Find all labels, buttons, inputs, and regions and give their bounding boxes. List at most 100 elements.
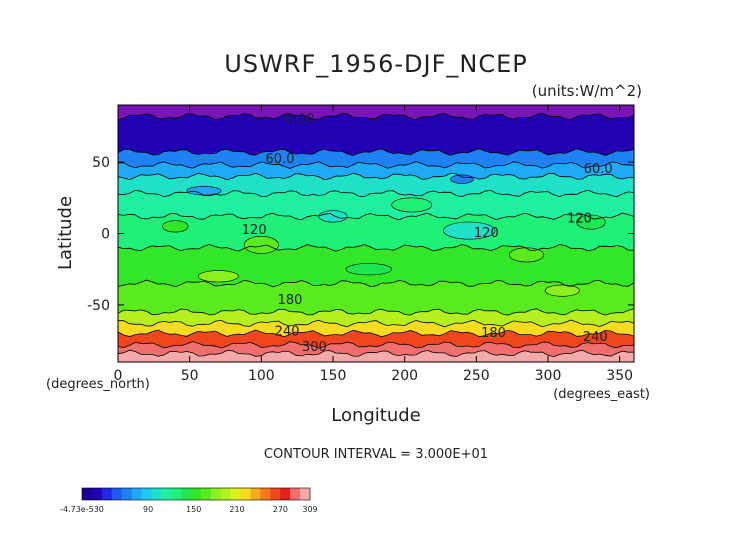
contour-label: 0.00	[286, 112, 315, 127]
contour-label: 60.0	[266, 152, 295, 167]
heatmap-band	[118, 213, 634, 251]
x-axis: 0 50 100 150 200 250 300 350	[114, 105, 633, 384]
x-tick-label: 100	[248, 368, 275, 384]
x-tick-label: 150	[320, 368, 347, 384]
colorbar-tick-label: 90	[143, 505, 153, 514]
colorbar-swatch	[191, 488, 202, 500]
colorbar-swatch	[121, 488, 133, 500]
x-tick-label: 300	[535, 368, 562, 384]
y-tick-label: -50	[87, 298, 110, 314]
colorbar-swatch	[111, 488, 123, 500]
heatmap-band	[118, 330, 634, 349]
colorbar-tick-label: 270	[273, 505, 288, 514]
x-tick-label: 200	[391, 368, 418, 384]
units-label: (units:W/m^2)	[532, 82, 642, 100]
contour-line	[118, 279, 634, 288]
contour-line	[118, 212, 634, 221]
heatmap-band	[118, 341, 634, 357]
contour-label: 120	[242, 223, 267, 238]
contour-lines	[118, 112, 634, 358]
colorbar-swatch	[91, 488, 103, 500]
colorbar-swatch	[101, 488, 113, 500]
heatmap-patch	[544, 284, 580, 297]
colorbar-swatch	[230, 488, 242, 500]
y-axis-label: Latitude	[55, 196, 76, 270]
colorbar-swatch	[290, 488, 301, 500]
contour-label: 240	[275, 325, 300, 340]
heatmap-patch	[243, 235, 279, 254]
contour-interval: CONTOUR INTERVAL = 3.000E+01	[264, 447, 488, 462]
colorbar-swatch	[300, 488, 311, 500]
x-tick-label: 350	[606, 368, 633, 384]
heatmap-patch	[443, 221, 496, 240]
colorbar-swatch	[131, 488, 142, 500]
y-unit-note: (degrees_north)	[46, 377, 150, 392]
heatmap-patch	[345, 263, 392, 276]
contour-label: 120	[567, 212, 592, 227]
heatmap-patch	[197, 270, 239, 283]
colorbar-swatch	[220, 488, 232, 500]
contour-line	[118, 319, 634, 328]
heatmap-band	[118, 320, 634, 337]
colorbar-frame	[81, 487, 311, 501]
contour-label: 180	[278, 293, 303, 308]
plot-area	[118, 105, 634, 362]
contour-label: 60.0	[584, 162, 613, 177]
heatmap-patch	[508, 247, 544, 263]
contour-line	[118, 244, 634, 252]
heatmap-band	[118, 190, 634, 220]
colorbar-tick-label: 309	[302, 505, 317, 514]
heatmap-patch	[162, 220, 189, 233]
chart-title: USWRF_1956-DJF_NCEP	[224, 50, 527, 78]
heatmap-band	[118, 113, 634, 156]
colorbar-tick-label: 150	[186, 505, 201, 514]
y-axis: 50 0 -50	[87, 155, 634, 314]
colorbar-swatch	[210, 488, 222, 500]
contour-label: 120	[474, 226, 499, 241]
heatmap-patch	[450, 174, 474, 184]
x-tick-label: 0	[114, 368, 123, 384]
heatmap-band	[118, 105, 634, 120]
colorbar-swatch	[240, 488, 252, 500]
colorbar-swatch	[82, 488, 93, 500]
y-tick-label: 50	[92, 155, 110, 171]
colorbar-swatch	[151, 488, 162, 500]
colorbar-swatch	[200, 488, 212, 500]
x-axis-label: Longitude	[331, 405, 421, 426]
contour-line	[118, 112, 634, 120]
contour-label: 300	[302, 340, 327, 355]
contour-label: 180	[481, 326, 506, 341]
colorbar-tick-label: 210	[229, 505, 244, 514]
colorbar	[81, 487, 311, 501]
heatmap-patch	[318, 210, 348, 223]
contour-line	[118, 329, 634, 338]
colorbar-swatch	[161, 488, 172, 500]
colorbar-swatch	[171, 488, 182, 500]
heatmap-band	[118, 350, 634, 362]
x-unit-note: (degrees_east)	[553, 387, 650, 402]
colorbar-swatch	[280, 488, 291, 500]
heatmap-patch	[391, 197, 433, 213]
colorbar-ticks: -4.73e-530 90 150 210 270 309	[60, 505, 318, 514]
contour-label: 240	[583, 330, 608, 345]
contour-line	[118, 161, 634, 169]
colorbar-swatch	[270, 488, 281, 500]
contour-line	[118, 189, 634, 198]
contour-line	[118, 148, 634, 156]
heatmap-band	[118, 148, 634, 169]
colorbar-swatch	[250, 488, 261, 500]
heatmap-band	[118, 173, 634, 197]
contour-line	[118, 341, 634, 349]
contour-line	[118, 308, 634, 316]
y-tick-label: 0	[101, 227, 110, 243]
heatmap-patch	[186, 186, 222, 196]
x-tick-label: 250	[463, 368, 490, 384]
x-tick-label: 50	[181, 368, 199, 384]
colorbar-tick-label: -4.73e-530	[60, 505, 104, 514]
colorbar-swatch	[181, 488, 192, 500]
heatmap-band	[118, 280, 634, 316]
colorbar-swatch	[260, 488, 271, 500]
